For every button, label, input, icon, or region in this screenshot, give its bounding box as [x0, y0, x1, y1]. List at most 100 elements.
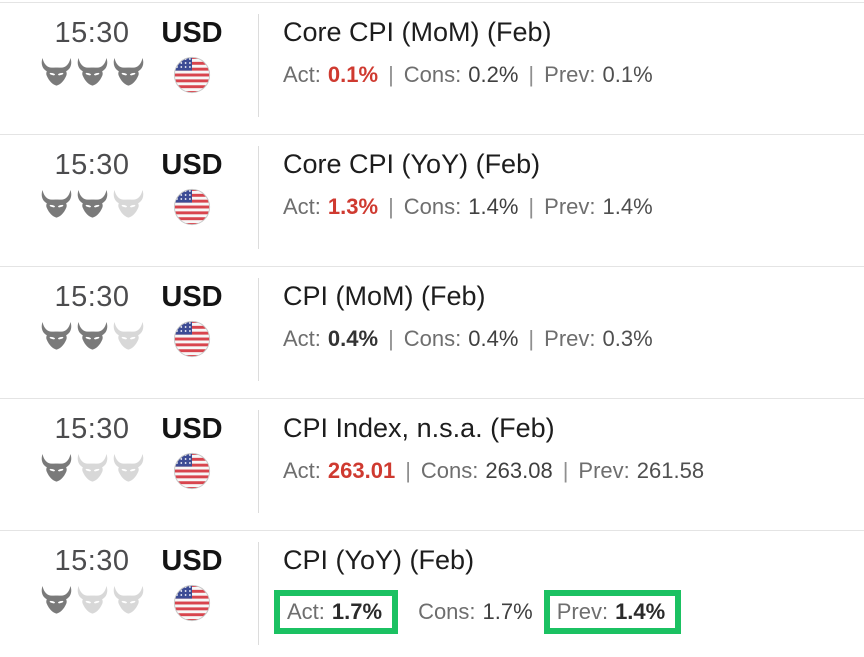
event-row[interactable]: 15:30 USD CPI (MoM) (Feb) Act: 0.4% |: [0, 266, 864, 398]
event-title[interactable]: CPI Index, n.s.a. (Feb): [283, 413, 555, 443]
bull-icon: [41, 453, 71, 482]
previous-segment: Prev: 261.58: [578, 458, 704, 484]
event-row[interactable]: 15:30 USD CPI (YoY) (Feb) Act: 1.7%: [0, 530, 864, 657]
importance-indicator: [39, 585, 146, 614]
separator: |: [388, 326, 394, 352]
bull-icon: [77, 453, 107, 482]
event-details: CPI (MoM) (Feb) Act: 0.4% | Cons: 0.4% |…: [259, 267, 864, 398]
event-title[interactable]: CPI (YoY) (Feb): [283, 545, 475, 575]
currency-column: USD: [156, 413, 228, 530]
previous-label: Prev:: [544, 194, 596, 220]
importance-indicator: [39, 189, 146, 218]
event-values: Act: 1.7% Cons: 1.7% Prev: 1.4%: [274, 590, 864, 635]
consensus-segment: Cons: 263.08: [421, 458, 553, 484]
actual-value: 0.1%: [327, 62, 379, 88]
event-row[interactable]: 15:30 USD CPI Index, n.s.a. (Feb) Act: 2…: [0, 398, 864, 530]
consensus-label: Cons:: [403, 326, 462, 352]
consensus-segment: Cons: 0.2%: [404, 62, 519, 88]
bull-icon: [113, 453, 143, 482]
previous-segment: Prev: 1.4%: [544, 194, 653, 220]
currency-column: USD: [156, 281, 228, 398]
separator: |: [388, 194, 394, 220]
divider: [258, 410, 259, 513]
event-time: 15:30: [54, 149, 130, 181]
previous-label: Prev:: [578, 458, 630, 484]
event-details: CPI Index, n.s.a. (Feb) Act: 263.01 | Co…: [259, 399, 864, 530]
divider: [258, 542, 259, 645]
event-row[interactable]: 15:30 USD Core CPI (MoM) (Feb) Act: 0.1%: [0, 2, 864, 134]
bull-icon: [77, 321, 107, 350]
event-row[interactable]: 15:30 USD Core CPI (YoY) (Feb) Act: 1.3%: [0, 134, 864, 266]
time-column: 15:30: [34, 413, 150, 530]
event-details: Core CPI (MoM) (Feb) Act: 0.1% | Cons: 0…: [259, 3, 864, 134]
currency-code: USD: [161, 413, 223, 445]
importance-indicator: [39, 57, 146, 86]
event-meta: 15:30 USD: [0, 3, 258, 134]
separator: |: [528, 194, 535, 220]
event-values: Act: 263.01 | Cons: 263.08 | Prev: 261.5…: [283, 458, 864, 484]
bull-icon: [77, 189, 107, 218]
actual-segment: Act: 263.01: [283, 458, 395, 484]
previous-value: 0.1%: [602, 62, 653, 88]
previous-label: Prev:: [556, 599, 609, 625]
consensus-value: 263.08: [485, 458, 553, 484]
bull-icon: [41, 189, 71, 218]
event-title[interactable]: Core CPI (MoM) (Feb): [283, 17, 552, 47]
divider: [258, 14, 259, 117]
currency-column: USD: [156, 149, 228, 266]
importance-indicator: [39, 321, 146, 350]
divider: [258, 278, 259, 381]
consensus-segment: Cons: 1.4%: [404, 194, 519, 220]
bull-icon: [113, 585, 143, 614]
event-values: Act: 0.1% | Cons: 0.2% | Prev: 0.1%: [283, 62, 864, 88]
us-flag-icon: [173, 452, 211, 490]
event-meta: 15:30 USD: [0, 267, 258, 398]
currency-code: USD: [161, 17, 223, 49]
event-values: Act: 1.3% | Cons: 1.4% | Prev: 1.4%: [283, 194, 864, 220]
time-column: 15:30: [34, 17, 150, 134]
time-column: 15:30: [34, 281, 150, 398]
us-flag-icon: [173, 188, 211, 226]
event-time: 15:30: [54, 281, 130, 313]
event-time: 15:30: [54, 545, 130, 577]
previous-value: 0.3%: [602, 326, 653, 352]
previous-segment: Prev: 0.3%: [544, 326, 653, 352]
event-details: CPI (YoY) (Feb) Act: 1.7% Cons: 1.7% Pre…: [259, 531, 864, 657]
us-flag-icon: [173, 56, 211, 94]
currency-column: USD: [156, 545, 228, 657]
consensus-label: Cons:: [418, 599, 476, 625]
actual-value: 0.4%: [327, 326, 379, 352]
event-time: 15:30: [54, 17, 130, 49]
separator: |: [528, 62, 535, 88]
us-flag-icon: [173, 320, 211, 358]
actual-label: Act:: [283, 194, 321, 220]
previous-segment: Prev: 1.4%: [543, 590, 682, 635]
event-meta: 15:30 USD: [0, 399, 258, 530]
actual-segment: Act: 0.4%: [283, 326, 378, 352]
previous-label: Prev:: [544, 326, 596, 352]
previous-value: 261.58: [636, 458, 705, 484]
bull-icon: [41, 57, 71, 86]
consensus-label: Cons:: [420, 458, 479, 484]
separator: |: [562, 458, 569, 484]
separator: |: [388, 62, 394, 88]
event-title[interactable]: Core CPI (YoY) (Feb): [283, 149, 541, 179]
currency-column: USD: [156, 17, 228, 134]
previous-value: 1.4%: [602, 194, 653, 220]
consensus-segment: Cons: 1.7%: [418, 599, 533, 625]
consensus-value: 1.4%: [468, 194, 519, 220]
bull-icon: [77, 57, 107, 86]
actual-label: Act:: [283, 458, 321, 484]
actual-segment: Act: 0.1%: [283, 62, 378, 88]
consensus-label: Cons:: [403, 62, 462, 88]
currency-code: USD: [161, 149, 223, 181]
actual-label: Act:: [283, 326, 321, 352]
separator: |: [405, 458, 411, 484]
bull-icon: [113, 321, 143, 350]
actual-segment: Act: 1.3%: [283, 194, 378, 220]
event-title[interactable]: CPI (MoM) (Feb): [283, 281, 486, 311]
previous-label: Prev:: [544, 62, 596, 88]
previous-segment: Prev: 0.1%: [544, 62, 653, 88]
consensus-value: 0.2%: [468, 62, 519, 88]
